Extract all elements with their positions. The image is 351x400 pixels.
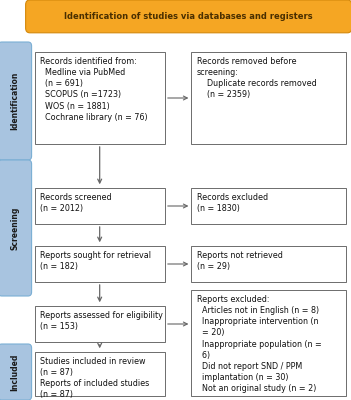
Text: Reports excluded:
  Articles not in English (n = 8)
  Inappropriate intervention: Reports excluded: Articles not in Englis… — [197, 295, 321, 393]
FancyBboxPatch shape — [35, 306, 165, 342]
FancyBboxPatch shape — [35, 352, 165, 396]
Text: Studies included in review
(n = 87)
Reports of included studies
(n = 87): Studies included in review (n = 87) Repo… — [40, 357, 150, 400]
Text: Reports not retrieved
(n = 29): Reports not retrieved (n = 29) — [197, 251, 283, 271]
Text: Records removed before
screening:
    Duplicate records removed
    (n = 2359): Records removed before screening: Duplic… — [197, 57, 316, 100]
Text: Included: Included — [11, 353, 19, 391]
FancyBboxPatch shape — [26, 0, 351, 33]
FancyBboxPatch shape — [0, 344, 32, 400]
Text: Records excluded
(n = 1830): Records excluded (n = 1830) — [197, 193, 268, 213]
FancyBboxPatch shape — [35, 188, 165, 224]
Text: Records screened
(n = 2012): Records screened (n = 2012) — [40, 193, 112, 213]
Text: Reports sought for retrieval
(n = 182): Reports sought for retrieval (n = 182) — [40, 251, 151, 271]
FancyBboxPatch shape — [35, 52, 165, 144]
FancyBboxPatch shape — [191, 246, 346, 282]
FancyBboxPatch shape — [191, 52, 346, 144]
FancyBboxPatch shape — [0, 42, 32, 160]
Text: Reports assessed for eligibility
(n = 153): Reports assessed for eligibility (n = 15… — [40, 311, 163, 331]
Text: Identification of studies via databases and registers: Identification of studies via databases … — [64, 12, 313, 21]
FancyBboxPatch shape — [191, 188, 346, 224]
FancyBboxPatch shape — [191, 290, 346, 396]
Text: Screening: Screening — [11, 206, 19, 250]
Text: Records identified from:
  Medline via PubMed
  (n = 691)
  SCOPUS (n =1723)
  W: Records identified from: Medline via Pub… — [40, 57, 148, 122]
Text: Identification: Identification — [11, 72, 19, 130]
FancyBboxPatch shape — [0, 160, 32, 296]
FancyBboxPatch shape — [35, 246, 165, 282]
